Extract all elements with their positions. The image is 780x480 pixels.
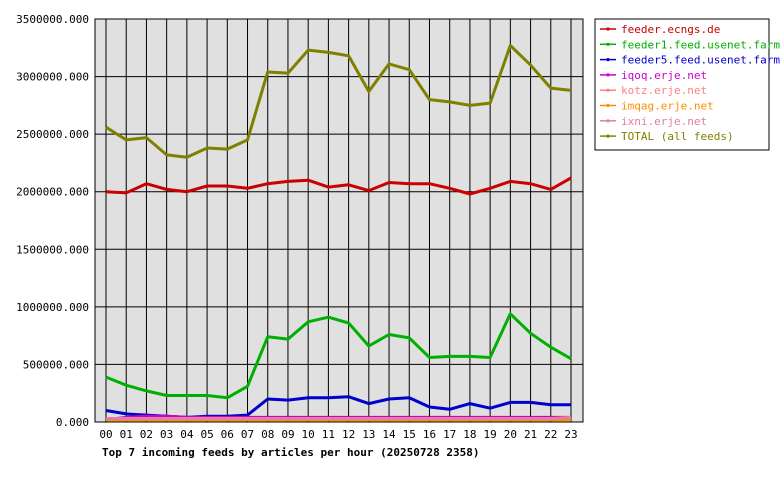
plot-background [95,19,583,422]
y-tick-label: 500000.000 [23,358,89,371]
x-axis-ticks: 00 01 02 03 04 05 06 07 08 09 10 11 12 13 14 15 16 17 18 19… [99,428,577,441]
series-lines [105,44,572,422]
y-tick-label: 3000000.000 [16,71,89,84]
x-tick-label: 07 [241,428,254,441]
legend-marker [606,73,610,77]
x-tick-label: 05 [200,428,213,441]
legend-marker [606,88,610,92]
y-axis-ticks: 0.000 500000.000 1000000.000 1500000.000 200… [16,13,89,429]
x-tick-label: 01 [120,428,133,441]
x-tick-label: 19 [484,428,497,441]
chart-title: Top 7 incoming feeds by articles per hou… [102,446,480,459]
legend-item-iqoq-erje-net: iqoq.erje.net [600,69,707,82]
x-tick-label: 10 [302,428,315,441]
series-line-total-all-feeds [105,44,572,159]
y-tick-label: 2500000.000 [16,128,89,141]
x-tick-label: 11 [322,428,335,441]
y-tick-label: 1500000.000 [16,243,89,256]
legend-label: TOTAL (all feeds) [621,130,734,143]
x-tick-label: 08 [261,428,274,441]
x-tick-label: 20 [504,428,517,441]
legend-marker [606,42,610,46]
x-tick-label: 17 [443,428,456,441]
series-line-feeder-ecngs-de [105,176,572,196]
x-tick-label: 18 [463,428,476,441]
series-line-feeder1-feed-usenet-farm [105,312,572,400]
legend-label: feeder5.feed.usenet.farm [621,54,780,67]
plot-border [94,18,584,423]
legend-item-feeder-ecngs-de: feeder.ecngs.de [600,23,720,36]
legend-item-feeder5-feed-usenet-farm: feeder5.feed.usenet.farm [600,54,780,67]
x-tick-label: 15 [403,428,416,441]
y-tick-label: 2000000.000 [16,186,89,199]
legend-box [594,18,770,151]
x-tick-label: 04 [180,428,194,441]
legend-item-total-all-feeds: TOTAL (all feeds) [600,130,734,143]
legend-item-imqag-erje-net: imqag.erje.net [600,100,714,113]
legend-marker [606,134,610,138]
legend-label: iqoq.erje.net [621,69,707,82]
y-tick-label: 0.000 [56,416,89,429]
x-tick-label: 06 [221,428,234,441]
legend: feeder.ecngs.de feeder1.feed.usenet.farm f… [594,18,780,151]
x-tick-label: 21 [524,428,537,441]
legend-marker [606,27,610,31]
legend-label: feeder.ecngs.de [621,23,720,36]
x-tick-label: 13 [362,428,375,441]
legend-label: ixni.erje.net [621,115,707,128]
x-tick-label: 02 [140,428,153,441]
y-tick-label: 1000000.000 [16,301,89,314]
legend-item-kotz-erje-net: kotz.erje.net [600,84,707,97]
y-tick-label: 3500000.000 [16,13,89,26]
x-tick-label: 22 [544,428,557,441]
x-tick-label: 12 [342,428,355,441]
legend-marker [606,119,610,123]
legend-marker [606,103,610,108]
legend-item-ixni-erje-net: ixni.erje.net [600,115,707,128]
legend-label: feeder1.feed.usenet.farm [621,38,780,51]
legend-label: imqag.erje.net [621,100,714,113]
series-line-ixni-erje-net [106,415,572,420]
legend-label: kotz.erje.net [621,84,707,97]
x-tick-label: 09 [281,428,294,441]
plot-area [94,18,584,423]
x-tick-label: 23 [564,428,577,441]
x-tick-label: 00 [99,428,112,441]
x-tick-label: 03 [160,428,173,441]
legend-marker [606,58,610,62]
x-tick-label: 16 [423,428,436,441]
legend-item-feeder1-feed-usenet-farm: feeder1.feed.usenet.farm [600,38,780,51]
x-tick-label: 14 [382,428,396,441]
